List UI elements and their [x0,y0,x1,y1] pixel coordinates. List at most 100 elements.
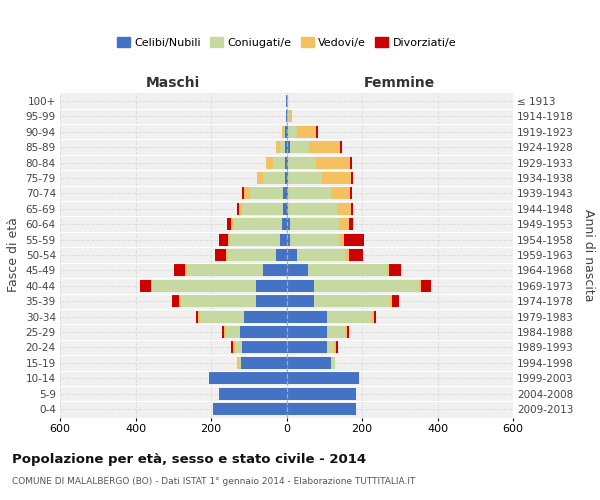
Bar [308,264,387,276]
Bar [284,172,287,184]
Bar [290,234,338,245]
Bar [350,156,352,168]
Bar [198,310,200,322]
Bar [227,249,276,261]
Bar [287,218,290,230]
Bar [309,141,340,153]
Bar [286,110,287,122]
Text: Femmine: Femmine [364,76,436,90]
Bar [346,249,349,261]
Y-axis label: Anni di nascita: Anni di nascita [582,209,595,301]
Bar [228,234,230,245]
Bar [241,326,287,338]
Bar [218,234,228,245]
Bar [257,172,263,184]
Bar [242,203,283,215]
Text: Maschi: Maschi [146,76,200,90]
Bar [287,310,327,322]
Bar [236,203,239,215]
Text: Popolazione per età, sesso e stato civile - 2014: Popolazione per età, sesso e stato civil… [12,452,366,466]
Bar [344,234,364,245]
Bar [314,280,419,292]
Bar [244,310,287,322]
Bar [233,218,282,230]
Bar [287,203,289,215]
Bar [187,264,263,276]
Bar [287,388,356,400]
Bar [284,156,287,168]
Bar [287,126,289,138]
Bar [283,203,287,215]
Bar [227,218,231,230]
Bar [223,326,224,338]
Bar [327,310,372,322]
Bar [280,234,287,245]
Bar [287,326,327,338]
Bar [287,110,289,122]
Bar [387,264,389,276]
Bar [327,342,334,353]
Bar [287,357,331,369]
Bar [287,280,314,292]
Bar [244,188,250,200]
Bar [374,310,376,322]
Bar [239,357,241,369]
Bar [287,249,297,261]
Bar [287,172,289,184]
Bar [289,203,337,215]
Bar [289,110,292,122]
Bar [346,326,347,338]
Bar [287,342,327,353]
Bar [331,357,335,369]
Bar [289,126,296,138]
Bar [289,172,322,184]
Bar [230,234,280,245]
Bar [231,218,233,230]
Bar [327,326,346,338]
Bar [287,141,290,153]
Bar [242,342,287,353]
Bar [338,234,344,245]
Bar [286,126,287,138]
Bar [389,264,401,276]
Bar [285,141,287,153]
Bar [224,326,226,338]
Bar [280,141,285,153]
Bar [283,188,287,200]
Bar [338,218,349,230]
Bar [392,295,399,307]
Bar [235,342,242,353]
Bar [276,249,287,261]
Bar [242,188,244,200]
Bar [419,280,421,292]
Bar [287,188,289,200]
Bar [290,218,338,230]
Bar [263,264,287,276]
Bar [250,188,283,200]
Bar [196,310,198,322]
Bar [287,95,289,107]
Bar [241,357,287,369]
Bar [152,280,256,292]
Bar [256,280,287,292]
Bar [179,295,181,307]
Bar [296,126,316,138]
Bar [200,310,244,322]
Bar [421,280,431,292]
Bar [289,156,316,168]
Bar [349,218,353,230]
Bar [276,141,280,153]
Bar [151,280,152,292]
Bar [232,342,233,353]
Bar [340,141,342,153]
Bar [287,264,308,276]
Bar [172,295,179,307]
Bar [239,203,242,215]
Bar [215,249,226,261]
Bar [220,388,287,400]
Bar [331,188,350,200]
Bar [314,295,391,307]
Bar [226,326,241,338]
Bar [336,342,338,353]
Bar [287,372,359,384]
